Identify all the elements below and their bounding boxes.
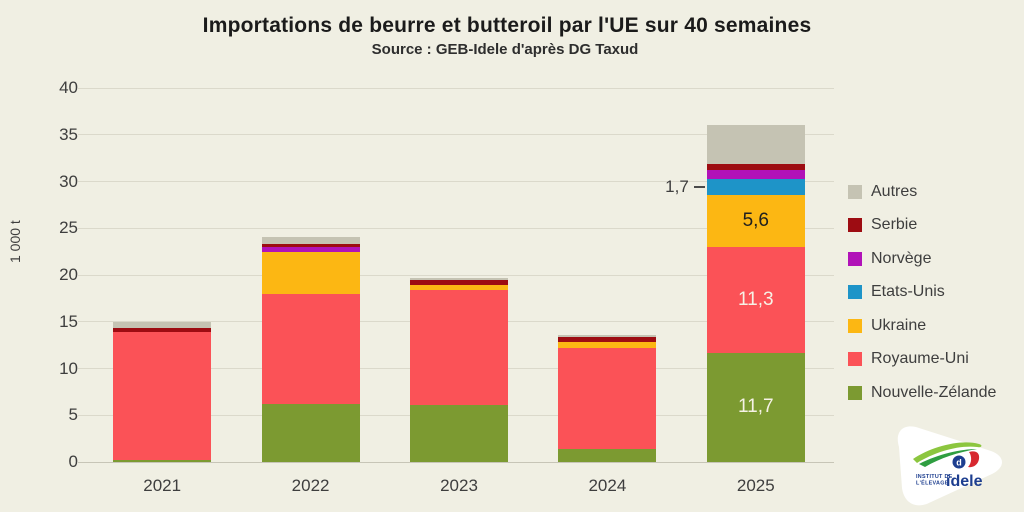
bar-segment-norv-ge: [261, 246, 360, 252]
x-axis-line: [78, 461, 834, 463]
bar-segment-nouvelle-z-lande: [113, 460, 212, 462]
x-axis-label: 2023: [440, 476, 478, 495]
idele-logo: d INSTITUT DE L'ÉLEVAGE idele: [888, 420, 1010, 510]
bar-segment-nouvelle-z-lande: [558, 448, 657, 462]
idele-logo-graphic: d INSTITUT DE L'ÉLEVAGE idele: [897, 426, 1003, 506]
bar-segment-autres: [558, 334, 657, 337]
logo-org-line1: INSTITUT DE: [916, 474, 953, 480]
segment-value-label: 5,6: [742, 209, 770, 231]
legend-item-norv-ge: Norvège: [848, 248, 996, 269]
bar-segment-autres: [706, 125, 805, 164]
bar-segment-royaume-uni: [558, 347, 657, 449]
logo-green-swoosh: [913, 442, 982, 463]
segment-value-label: 11,7: [738, 396, 774, 418]
y-tick-label: 15: [59, 311, 78, 331]
bar-segment-royaume-uni: [113, 332, 212, 461]
legend-swatch: [848, 318, 862, 333]
label-leader-line: [693, 185, 705, 188]
chart-title: Importations de beurre et butteroil par …: [202, 14, 812, 37]
bar-segment-royaume-uni: [706, 246, 805, 353]
logo-green-swoosh-dark: [919, 449, 977, 467]
bar-segment-serbie: [410, 279, 508, 286]
legend-swatch: [848, 184, 862, 199]
legend-label: Autres: [871, 182, 918, 200]
y-tick-label: 25: [59, 218, 78, 238]
y-tick-label: 20: [59, 265, 78, 284]
segment-value-label: 11,3: [738, 288, 774, 310]
gridline: [78, 274, 834, 276]
legend-label: Royaume-Uni: [871, 350, 969, 367]
logo-dot-letter: d: [956, 458, 962, 468]
y-tick-label: 35: [59, 124, 78, 144]
bar-segment-etats-unis: [706, 178, 805, 195]
y-axis-title: 1 000 t: [7, 220, 23, 263]
bar-segment-norv-ge: [706, 170, 805, 179]
legend-item-nouvelle-z-lande: Nouvelle-Zélande: [848, 382, 996, 403]
bar-segment-serbie: [113, 328, 212, 333]
bar-segment-autres: [261, 236, 360, 245]
y-tick-label: 10: [59, 358, 78, 378]
legend-item-etats-unis: Etats-Unis: [848, 282, 996, 303]
x-axis-label: 2021: [143, 476, 182, 495]
logo-org-line2: L'ÉLEVAGE: [916, 479, 949, 487]
gridline: [78, 87, 834, 89]
y-tick-label: 0: [68, 452, 78, 471]
legend-swatch: [848, 218, 862, 232]
segment-value-label: 1,7: [665, 176, 689, 196]
y-tick-label: 5: [68, 405, 78, 425]
legend-label: Norvège: [871, 249, 932, 267]
bar-segment-nouvelle-z-lande: [706, 352, 805, 462]
logo-triangle-shape: [897, 426, 1003, 506]
bar-segment-ukraine: [410, 285, 508, 290]
logo-blue-dot: [952, 455, 966, 469]
legend-item-royaume-uni: Royaume-Uni: [848, 349, 996, 370]
bar-segment-serbie: [558, 336, 657, 343]
bar-segment-nouvelle-z-lande: [261, 404, 360, 462]
legend-swatch: [848, 285, 862, 299]
legend-item-autres: Autres: [848, 181, 996, 202]
y-tick-label: 30: [59, 171, 78, 191]
bar-segment-autres: [410, 277, 508, 280]
logo-red-comma: [968, 451, 980, 468]
x-axis-label: 2025: [736, 476, 775, 495]
bar-segment-ukraine: [706, 194, 805, 247]
legend-swatch: [848, 385, 862, 400]
bar-segment-serbie: [261, 244, 360, 247]
gridline: [78, 134, 834, 136]
logo-brand: idele: [946, 473, 983, 490]
legend: Autres Serbie Norvège Etats-Unis Ukraine Roya…: [848, 181, 996, 403]
y-tick-label: 40: [59, 78, 78, 97]
legend-label: Etats-Unis: [871, 283, 945, 300]
legend-swatch: [848, 251, 862, 266]
bar-segment-ukraine: [558, 342, 657, 348]
chart-subtitle: Source : GEB-Idele d'après DG Taxud: [371, 41, 639, 58]
bar-segment-royaume-uni: [261, 293, 360, 405]
x-axis-label: 2024: [588, 476, 627, 495]
plot-area: 11,7 11,3 5,6 1,7: [78, 87, 834, 463]
bar-segment-royaume-uni: [410, 289, 508, 405]
gridline: [78, 181, 834, 182]
bar-segment-serbie: [706, 163, 805, 171]
legend-item-serbie: Serbie: [848, 215, 996, 236]
bar-segment-ukraine: [261, 251, 360, 294]
x-axis-label: 2022: [291, 476, 330, 495]
legend-label: Serbie: [871, 216, 918, 233]
legend-swatch: [848, 352, 862, 366]
legend-item-ukraine: Ukraine: [848, 315, 996, 336]
bar-segment-nouvelle-z-lande: [410, 404, 508, 462]
gridline: [78, 227, 834, 229]
bar-segment-autres: [113, 321, 212, 329]
legend-label: Ukraine: [871, 316, 927, 334]
legend-label: Nouvelle-Zélande: [871, 383, 997, 401]
